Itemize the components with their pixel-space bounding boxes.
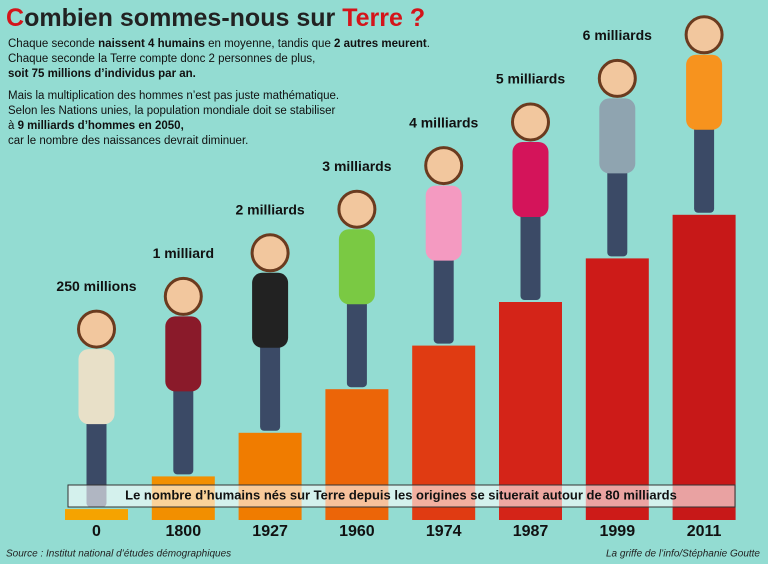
person-illustration <box>684 15 724 213</box>
person-torso <box>599 98 636 174</box>
person-torso <box>425 185 462 261</box>
intro-segment: en moyenne, tandis que <box>204 38 335 50</box>
person-illustration <box>77 309 116 508</box>
bar <box>65 509 128 520</box>
person-illustration <box>250 233 290 431</box>
intro-segment: . <box>426 38 430 50</box>
intro-line: Mais la multiplication des hommes n’est … <box>8 89 430 104</box>
intro-segment: soit 75 millions d’individus par an. <box>8 68 196 80</box>
intro-segment: naissent 4 humains <box>98 38 205 50</box>
title-part: Terre ? <box>342 4 426 32</box>
intro-segment: car le nombre des naissances devrait dim… <box>8 135 249 147</box>
bar <box>585 258 649 520</box>
x-tick-label: 0 <box>92 523 101 540</box>
x-tick-label: 1987 <box>513 523 549 540</box>
person-legs <box>346 299 367 388</box>
person-legs <box>694 124 715 213</box>
person-legs <box>173 386 194 475</box>
credit: La griffe de l’info/Stéphanie Goutte <box>606 549 760 560</box>
intro-segment: à <box>8 120 18 132</box>
x-tick-label: 2011 <box>687 523 722 540</box>
value-label: 3 milliards <box>322 158 391 174</box>
x-tick-label: 1927 <box>252 523 288 540</box>
person-head <box>337 189 377 229</box>
intro-line: Selon les Nations unies, la population m… <box>8 104 430 119</box>
intro-line: Chaque seconde naissent 4 humains en moy… <box>8 37 430 52</box>
person-illustration <box>511 102 550 300</box>
person-head <box>424 146 464 186</box>
value-label: 6 milliards <box>583 27 652 43</box>
title-part: C <box>6 4 25 32</box>
bar <box>499 302 562 520</box>
value-label: 250 millions <box>56 278 136 294</box>
x-tick-label: 1999 <box>600 523 636 540</box>
source: Source : Institut national d’études démo… <box>6 549 231 560</box>
title-part: ombien sommes-nous sur <box>24 4 343 32</box>
person-torso <box>252 272 289 348</box>
x-tick-label: 1974 <box>426 523 462 540</box>
person-head <box>163 276 203 316</box>
value-label: 2 milliards <box>235 202 304 218</box>
intro-segment: Chaque seconde la Terre compte donc 2 pe… <box>8 53 316 65</box>
person-head <box>250 233 290 273</box>
person-head <box>684 15 724 55</box>
value-label: 4 milliards <box>409 114 478 130</box>
intro-segment: Selon les Nations unies, la population m… <box>8 105 336 117</box>
person-torso <box>338 229 375 305</box>
person-illustration <box>163 276 203 475</box>
x-tick-label: 1800 <box>166 523 202 540</box>
person-illustration <box>337 189 377 388</box>
person-torso <box>686 54 723 130</box>
person-legs <box>433 255 454 344</box>
intro-line: soit 75 millions d’individus par an. <box>8 67 430 82</box>
person-illustration <box>597 58 637 257</box>
banner-text: Le nombre d’humains nés sur Terre depuis… <box>125 487 677 502</box>
intro-line: car le nombre des naissances devrait dim… <box>8 134 430 149</box>
person-head <box>511 102 550 142</box>
intro-text: Chaque seconde naissent 4 humains en moy… <box>8 37 430 149</box>
intro-segment: 9 milliards d’hommes en 2050, <box>17 120 184 132</box>
bar <box>672 214 736 521</box>
person-torso <box>512 142 549 217</box>
person-legs <box>260 342 281 431</box>
intro-segment: Chaque seconde <box>8 38 99 50</box>
value-label: 5 milliards <box>496 71 565 87</box>
banner-box <box>67 484 736 508</box>
intro-line: à 9 milliards d’hommes en 2050, <box>8 119 430 134</box>
intro-line: Chaque seconde la Terre compte donc 2 pe… <box>8 52 430 67</box>
person-torso <box>165 316 202 392</box>
person-head <box>597 58 637 98</box>
chart-title: Combien sommes-nous sur Terre ? <box>6 4 425 33</box>
intro-segment: 2 autres meurent <box>334 38 427 50</box>
person-head <box>77 309 116 349</box>
intro-segment: Mais la multiplication des hommes n’est … <box>8 90 340 102</box>
value-label: 1 milliard <box>153 245 214 261</box>
person-legs <box>607 168 628 257</box>
person-torso <box>78 349 115 425</box>
person-legs <box>520 212 541 300</box>
person-illustration <box>424 146 464 344</box>
x-tick-label: 1960 <box>339 523 375 540</box>
